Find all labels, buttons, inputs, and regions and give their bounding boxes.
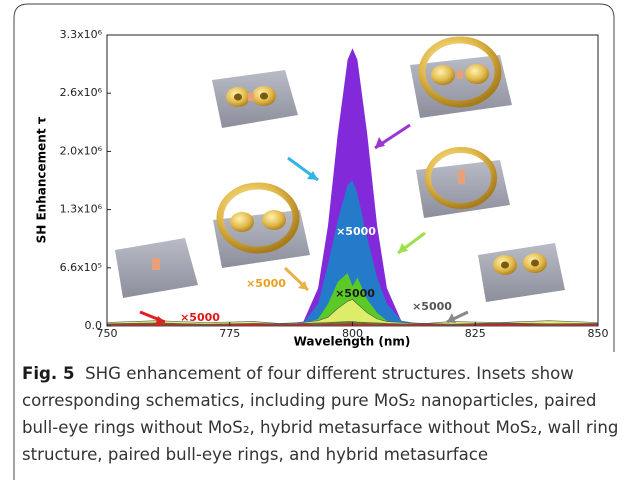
annotation: ×5000 (180, 311, 220, 324)
y-axis-label: SH Enhancement τ (35, 116, 49, 243)
y-tick-label: 6.6x10⁵ (60, 261, 102, 274)
x-tick-label: 850 (588, 327, 609, 340)
caption-label: Fig. 5 (22, 364, 75, 383)
annotation: ×5000 (335, 287, 375, 300)
y-tick-label: 3.3x10⁶ (60, 28, 103, 41)
page: 0.06.6x10⁵1.3x10⁶2.0x10⁶2.6x10⁶3.3x10⁶75… (0, 0, 629, 485)
y-tick-label: 1.3x10⁶ (60, 203, 103, 216)
caption-text: SHG enhancement of four different struct… (22, 364, 618, 464)
y-tick-label: 2.6x10⁶ (60, 86, 103, 99)
annotation: ×5000 (246, 277, 286, 290)
y-tick-label: 2.0x10⁶ (60, 144, 103, 157)
caption: Fig. 5 SHG enhancement of four different… (22, 360, 622, 468)
x-tick-label: 825 (465, 327, 486, 340)
annotation: ×5000 (336, 225, 376, 238)
x-tick-label: 775 (219, 327, 240, 340)
x-axis-label: Wavelength (nm) (294, 335, 411, 349)
arrows (140, 125, 468, 326)
annotation: ×5000 (412, 300, 452, 313)
x-tick-label: 750 (97, 327, 118, 340)
